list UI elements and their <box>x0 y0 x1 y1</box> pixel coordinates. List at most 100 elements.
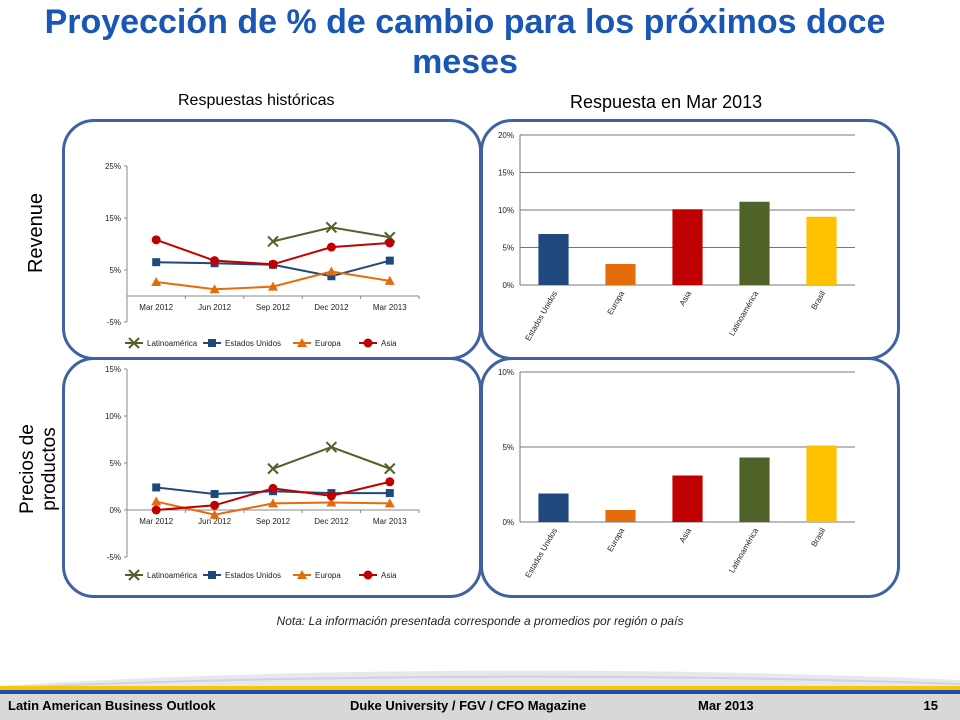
x-tick-label: Brasil <box>809 289 827 311</box>
data-point <box>384 498 395 508</box>
data-point <box>151 235 161 245</box>
data-point <box>384 275 395 285</box>
x-tick-label: Asia <box>678 289 694 307</box>
legend-marker <box>297 570 307 579</box>
x-tick-label: Mar 2012 <box>139 517 173 526</box>
data-point <box>268 281 278 291</box>
y-tick-label: -5% <box>107 318 121 327</box>
x-tick-label: Dec 2012 <box>314 517 349 526</box>
y-tick-label: 5% <box>109 459 121 468</box>
x-tick-label: Latinoamérica <box>727 526 760 574</box>
row-label-prices: Precios de productos <box>17 424 60 514</box>
prices-current-chart: 0% 5% 10% Estados Unidos Europa Asia Latinoamé… <box>498 368 855 580</box>
bar <box>739 201 770 285</box>
x-tick-label: Brasil <box>809 526 827 548</box>
data-point <box>152 258 161 267</box>
y-tick-label: 25% <box>105 162 121 171</box>
data-point <box>325 441 338 453</box>
legend-marker <box>128 337 140 349</box>
x-tick-label: Asia <box>678 526 694 544</box>
row-label-revenue: Revenue <box>25 192 47 274</box>
x-tick-label: Sep 2012 <box>256 303 291 312</box>
revenue-current-chart: 0% 5% 10% 15% 20% Estados Unidos Europa Asia Lat… <box>498 131 855 343</box>
subtitle-historical: Respuestas históricas <box>178 92 335 109</box>
series-line <box>272 445 391 470</box>
x-tick-label: Estados Unidos <box>523 290 559 343</box>
y-tick-label: 0% <box>109 506 121 515</box>
legend-label: Latinoamérica <box>147 339 198 348</box>
x-tick-label: Mar 2013 <box>373 303 407 312</box>
x-tick-label: Mar 2012 <box>139 303 173 312</box>
data-point <box>152 483 161 492</box>
series-line <box>272 226 390 243</box>
note-text: Nota: La información presentada correspo… <box>276 614 684 628</box>
data-point <box>210 500 220 510</box>
y-tick-label: 0% <box>502 281 514 290</box>
y-tick-label: -5% <box>107 553 121 562</box>
x-tick-label: Dec 2012 <box>314 303 349 312</box>
x-tick-label: Jun 2012 <box>198 517 231 526</box>
panel-prices-current: 0% 5% 10% Estados Unidos Europa Asia Latinoamé… <box>480 357 900 598</box>
bar <box>605 264 636 285</box>
bar <box>739 457 770 522</box>
x-tick-label: Sep 2012 <box>256 517 291 526</box>
bar <box>538 234 569 285</box>
x-tick-label: Europa <box>606 526 627 553</box>
data-point <box>210 490 219 499</box>
footer-bar: Latin American Business Outlook Duke Uni… <box>0 686 960 720</box>
page-number: 15 <box>923 698 938 713</box>
legend-label: Asia <box>381 571 397 580</box>
data-point <box>151 276 162 286</box>
y-tick-label: 10% <box>498 206 514 215</box>
data-point <box>268 498 278 508</box>
y-tick-label: 5% <box>502 443 514 452</box>
data-point <box>384 462 396 475</box>
legend-marker <box>363 570 373 580</box>
panel-prices-historical: -5% 0% 5% 10% 15% Mar 2012 Jun 2012 Sep 2012 Dec… <box>62 357 482 598</box>
data-point <box>268 259 278 269</box>
panel-revenue-historical: -5% 5% 15% 25% Mar 2012 Jun 2012 Sep 2012 Dec 2… <box>62 119 482 360</box>
data-point <box>326 266 337 276</box>
footer-left-text: Latin American Business Outlook <box>8 698 216 713</box>
data-point <box>385 256 394 265</box>
bar <box>672 475 703 522</box>
data-point <box>326 497 337 507</box>
x-tick-label: Mar 2013 <box>373 517 407 526</box>
data-point <box>210 256 220 266</box>
data-point <box>267 235 279 248</box>
bar <box>806 216 837 285</box>
footer-gold-stripe <box>0 686 960 690</box>
prices-historical-chart: -5% 0% 5% 10% 15% Mar 2012 Jun 2012 Sep 2012 Dec… <box>105 365 420 581</box>
legend-marker <box>297 338 307 347</box>
y-tick-label: 5% <box>109 266 121 275</box>
footer-blue-stripe <box>0 690 960 694</box>
x-tick-label: Estados Unidos <box>523 527 559 580</box>
legend-label: Latinoamérica <box>147 571 198 580</box>
y-tick-label: 10% <box>105 412 121 421</box>
footer-middle-text: Duke University / FGV / CFO Magazine <box>350 698 587 713</box>
data-point <box>326 242 336 252</box>
legend-label: Europa <box>315 339 341 348</box>
subtitle-current: Respuesta en Mar 2013 <box>570 92 763 112</box>
data-point <box>385 238 395 248</box>
decorative-wave <box>0 670 960 690</box>
page-title: Proyección de % de cambio para los próxi… <box>44 3 886 81</box>
legend-marker <box>128 569 140 581</box>
x-tick-label: Europa <box>606 289 627 316</box>
legend-label: Estados Unidos <box>225 339 281 348</box>
legend-label: Estados Unidos <box>225 571 281 580</box>
data-point <box>268 483 278 493</box>
bar <box>806 445 837 522</box>
data-point <box>151 496 162 506</box>
y-tick-label: 15% <box>105 365 121 374</box>
bar <box>672 209 703 285</box>
y-tick-label: 0% <box>502 518 514 527</box>
data-point <box>326 491 336 501</box>
data-point <box>325 221 338 234</box>
data-point <box>385 489 394 498</box>
x-tick-label: Jun 2012 <box>198 303 231 312</box>
bar <box>605 510 636 522</box>
x-tick-label: Latinoamérica <box>727 289 760 337</box>
y-tick-label: 10% <box>498 368 514 377</box>
y-tick-label: 20% <box>498 131 514 140</box>
